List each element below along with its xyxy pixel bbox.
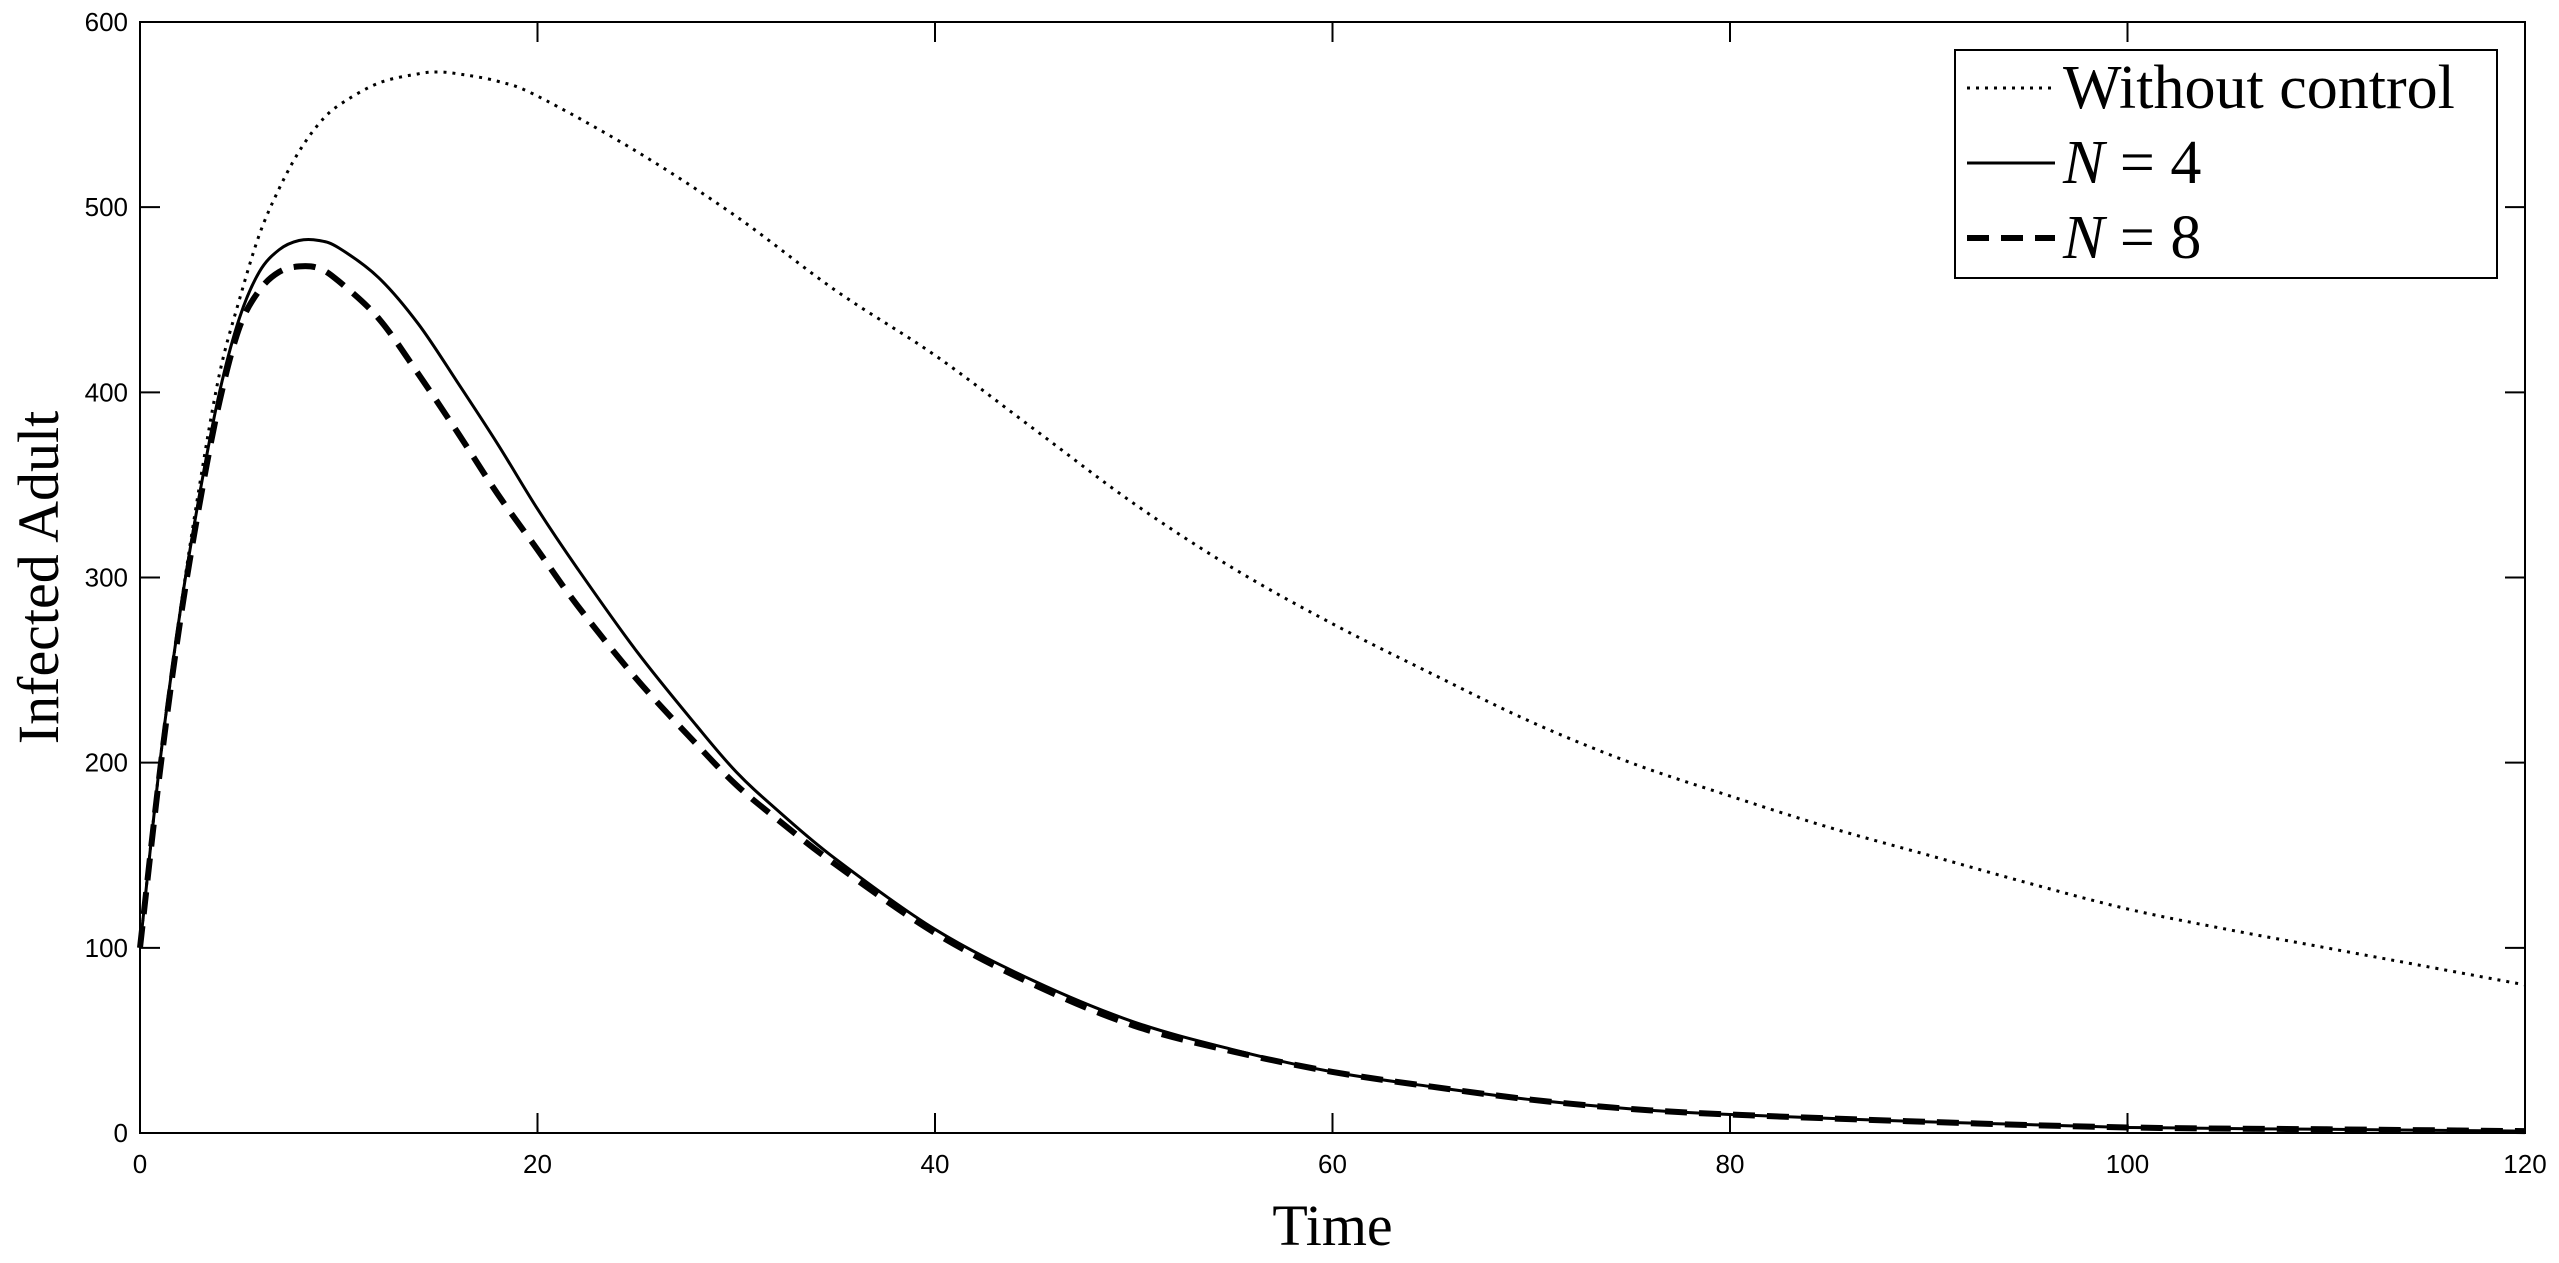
axis-ticks-group: 0 20 40 60 80 100 120 0 100 200 300 400 500 600	[85, 7, 2547, 1179]
x-tick-label: 0	[133, 1149, 147, 1179]
y-tick-label: 0	[114, 1118, 128, 1148]
x-tick-label: 20	[523, 1149, 552, 1179]
y-tick-label: 200	[85, 748, 128, 778]
y-axis-title: Infected Adult	[6, 411, 71, 744]
y-tick-label: 500	[85, 192, 128, 222]
x-tick-label: 40	[921, 1149, 950, 1179]
series-lines-group	[137, 70, 2526, 1135]
series-line-1	[138, 237, 2526, 1133]
series-line-0	[138, 70, 2526, 987]
x-tick-label: 60	[1318, 1149, 1347, 1179]
y-tick-label: 400	[85, 377, 128, 407]
x-tick-label: 80	[1716, 1149, 1745, 1179]
legend-label-2: N = 8	[2062, 204, 2201, 272]
x-axis-title: Time	[1272, 1193, 1392, 1258]
x-tick-label: 100	[2106, 1149, 2149, 1179]
legend-label-0: Without control	[2063, 54, 2455, 122]
series-line-2	[137, 263, 2526, 1135]
x-tick-label: 120	[2503, 1149, 2546, 1179]
y-tick-label: 600	[85, 7, 128, 37]
y-tick-label: 100	[85, 933, 128, 963]
y-tick-label: 300	[85, 563, 128, 593]
legend-label-1: N = 4	[2062, 129, 2201, 197]
legend: Without control N = 4 N = 8	[1954, 49, 2498, 279]
